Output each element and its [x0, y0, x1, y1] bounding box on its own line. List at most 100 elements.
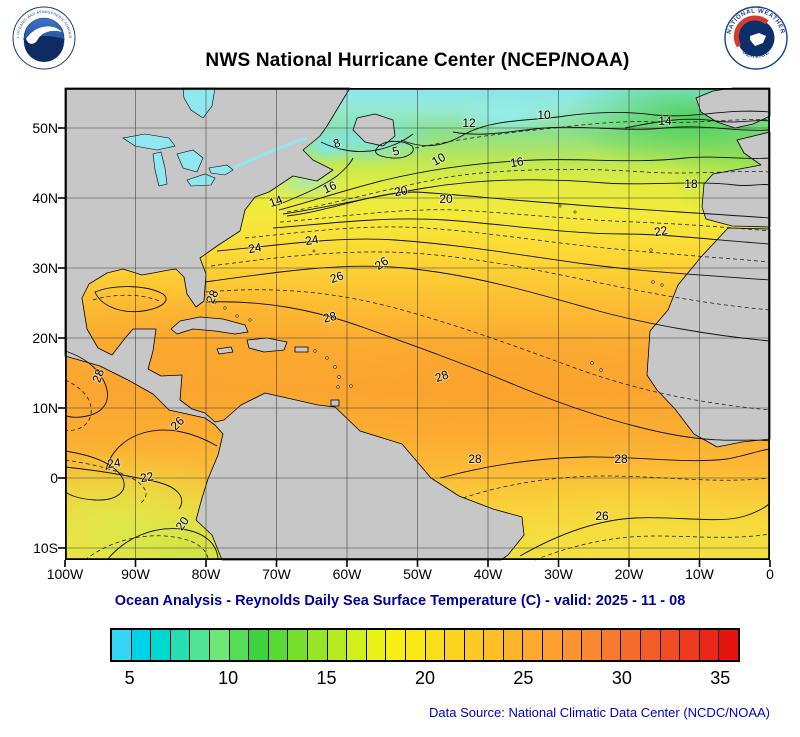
x-axis-tick-label: 100W: [46, 566, 84, 582]
colorbar-cell: [131, 630, 152, 660]
x-axis-tick-label: 80W: [191, 566, 221, 582]
x-axis-tick-label: 10W: [685, 566, 714, 582]
colorbar-cell: [523, 630, 544, 660]
colorbar-cell: [405, 630, 426, 660]
y-axis-tick-label: 10N: [32, 400, 58, 416]
contour-label: 22: [139, 469, 155, 485]
land-africa: [646, 227, 771, 448]
colorbar-cell: [601, 630, 622, 660]
colorbar-cell: [386, 630, 406, 660]
colorbar-cell: [464, 630, 485, 660]
land-hispaniola: [246, 337, 288, 353]
colorbar-cell: [288, 630, 308, 660]
colorbar-cell: [562, 630, 583, 660]
contour-label: 22: [653, 223, 669, 239]
colorbar-tick-label: 15: [316, 668, 337, 688]
contour-label: 12: [462, 116, 476, 130]
y-axis-tick-label: 30N: [32, 260, 58, 276]
land-trinidad: [330, 399, 340, 407]
contour-label: 14: [658, 114, 672, 128]
axis-ticks: [58, 127, 771, 567]
land-france-iberia: [701, 131, 771, 228]
lake-huron: [176, 149, 204, 173]
colorbar-cell: [268, 630, 289, 660]
contour-label: 28: [89, 367, 107, 385]
colorbar-tick-label: 5: [124, 668, 135, 688]
contour-label: 28: [468, 452, 482, 466]
nws-map-icon: [750, 33, 766, 46]
y-axis-tick-label: 40N: [32, 190, 58, 206]
x-axis-tick-label: 20W: [614, 566, 644, 582]
land-newfoundland: [352, 113, 396, 147]
contour-label: 28: [614, 452, 628, 466]
sst-contours: [64, 110, 771, 561]
colorbar-cell: [307, 630, 328, 660]
landmasses: [64, 87, 771, 561]
colorbar-cell: [229, 630, 250, 660]
colorbar-cell: [445, 630, 465, 660]
plot-frame: [64, 87, 771, 561]
inland-water: [122, 87, 308, 187]
st-lawrence-river: [232, 136, 308, 170]
x-axis-tick-label: 30W: [544, 566, 573, 582]
contour-label: 24: [304, 232, 320, 248]
colorbar-tick-label: 25: [513, 668, 534, 688]
colorbar-cell: [425, 630, 446, 660]
contour-label: 24: [106, 455, 121, 471]
y-axis-tick-label: 0: [50, 470, 58, 486]
noaa-bird-icon: [26, 26, 62, 44]
y-axis-tick-label: 20N: [32, 330, 58, 346]
colorbar-cell: [719, 630, 738, 660]
colorbar-cell: [582, 630, 602, 660]
contour-label: 16: [509, 154, 525, 170]
colorbar-cell: [484, 630, 504, 660]
contour-label: 20: [439, 192, 453, 206]
colorbar-cell: [366, 630, 387, 660]
land-americas: [64, 87, 525, 561]
lat-lon-grid: [65, 88, 770, 560]
colorbar-cell: [209, 630, 230, 660]
contour-label: 8: [331, 135, 342, 151]
colorbar-cell: [249, 630, 269, 660]
land-jamaica: [216, 346, 234, 355]
lake-erie: [186, 173, 216, 187]
colorbar-cell: [621, 630, 642, 660]
colorbar-cell: [660, 630, 681, 660]
lake-michigan: [152, 151, 168, 187]
contour-label: 20: [393, 183, 409, 199]
colorbar-cell: [641, 630, 661, 660]
contour-label: 28: [433, 367, 451, 385]
colorbar-tick-label: 10: [218, 668, 239, 688]
contour-label: 26: [328, 268, 346, 286]
small-islands: [213, 204, 664, 389]
lake-ontario: [208, 164, 234, 176]
colorbar-cell: [699, 630, 720, 660]
x-axis-tick-label: 0: [766, 566, 774, 582]
colorbar-cell: [112, 630, 132, 660]
contour-label: 10: [429, 150, 448, 169]
data-source-credit: Data Source: National Climatic Data Cent…: [429, 705, 770, 720]
contour-label: 24: [247, 240, 263, 256]
nws-logo: NATIONAL WEATHER SERVICE: [724, 6, 788, 70]
colorbar-tick-label: 30: [611, 668, 632, 688]
lake-superior: [122, 133, 176, 151]
colorbar-cell: [151, 630, 171, 660]
colorbar-cell: [680, 630, 700, 660]
page-title: NWS National Hurricane Center (NCEP/NOAA…: [205, 50, 630, 71]
colorbar-cell: [347, 630, 367, 660]
colorbar-cell: [170, 630, 191, 660]
contour-label: 10: [537, 108, 551, 122]
noaa-logo: NATIONAL OCEANIC AND ATMOSPHERIC ADMINIS…: [12, 6, 76, 70]
x-axis-tick-label: 40W: [473, 566, 503, 582]
contour-label: 26: [372, 254, 391, 273]
colorbar-cell: [543, 630, 563, 660]
land-puerto-rico: [294, 346, 309, 353]
x-axis-tick-label: 90W: [121, 566, 150, 582]
contour-label: 5: [391, 143, 401, 158]
x-axis-tick-label: 50W: [403, 566, 432, 582]
contour-label: 26: [595, 509, 609, 523]
contour-label: 28: [322, 309, 339, 326]
